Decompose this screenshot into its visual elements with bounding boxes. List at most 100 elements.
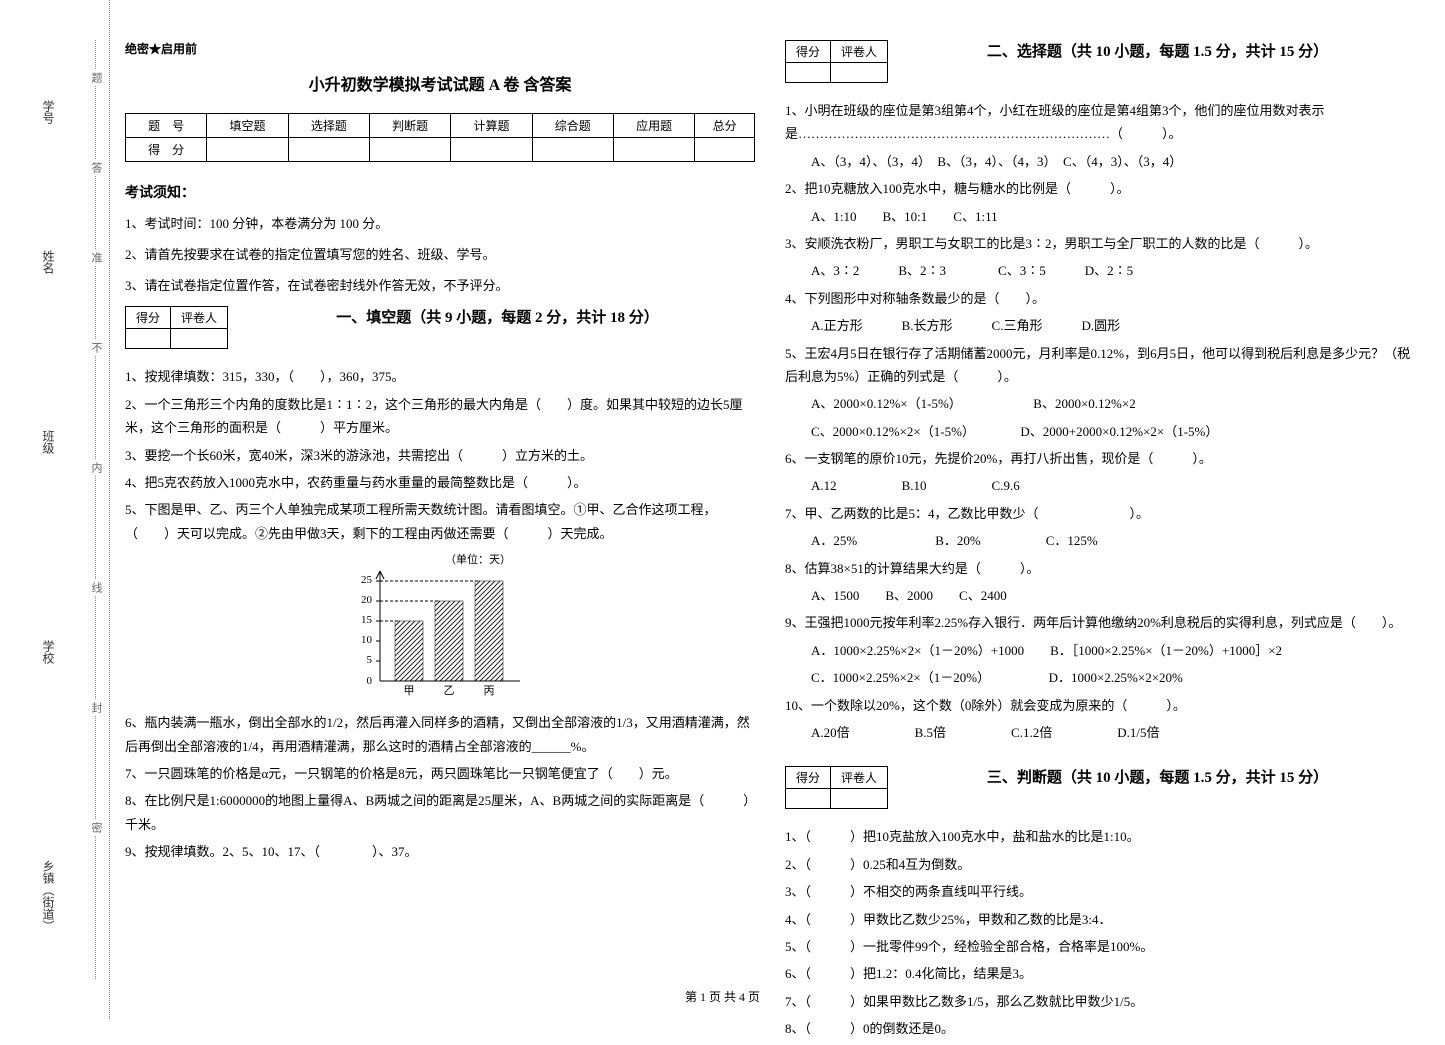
question: 3、（ ）不相交的两条直线叫平行线。 (785, 880, 1415, 903)
cell (695, 138, 755, 162)
svg-text:20: 20 (361, 594, 373, 606)
svg-text:10: 10 (361, 634, 373, 646)
cell (451, 138, 532, 162)
seal-char: 内 (88, 460, 104, 475)
option: A．1000×2.25%×2×（1－20%）+1000 B．［1000×2.25… (785, 639, 1415, 662)
cat-label: 丙 (484, 685, 495, 697)
cat-label: 乙 (444, 684, 455, 697)
question: 3、要挖一个长60米，宽40米，深3米的游泳池，共需挖出（ ）立方米的土。 (125, 444, 755, 467)
question: 4、把5克农药放入1000克水中，农药重量与药水重量的最简整数比是（ ）。 (125, 471, 755, 494)
cell (831, 63, 888, 83)
seal-char: 题 (88, 70, 104, 85)
section2-title: 二、选择题（共 10 小题，每题 1.5 分，共计 15 分） (900, 40, 1415, 61)
option: A.20倍 B.5倍 C.1.2倍 D.1/5倍 (785, 721, 1415, 744)
question: 2、把10克糖放入100克水中，糖与糖水的比例是（ ）。 (785, 177, 1415, 200)
question: 2、（ ）0.25和4互为倒数。 (785, 853, 1415, 876)
question: 1、按规律填数：315，330，（ ），360，375。 (125, 365, 755, 388)
section1-title: 一、填空题（共 9 小题，每题 2 分，共计 18 分） (240, 306, 755, 327)
option: A、3∶2 B、2∶3 C、3∶5 D、2∶5 (785, 259, 1415, 282)
seal-char: 准 (88, 250, 104, 265)
cell (786, 63, 831, 83)
right-column: 得分 评卷人 二、选择题（共 10 小题，每题 1.5 分，共计 15 分） 1… (785, 40, 1415, 1045)
cell (126, 329, 171, 349)
left-column: 绝密★启用前 小升初数学模拟考试试题 A 卷 含答案 题 号 填空题 选择题 判… (125, 40, 755, 1045)
option: A．25% B．20% C．125% (785, 529, 1415, 552)
svg-text:15: 15 (361, 614, 373, 626)
svg-text:0: 0 (367, 675, 373, 687)
svg-text:5: 5 (367, 654, 373, 666)
cell (369, 138, 450, 162)
grader-box: 得分 评卷人 (785, 766, 888, 809)
page-footer: 第 1 页 共 4 页 (0, 988, 1445, 1005)
question: 10、一个数除以20%，这个数（0除外）就会变成为原来的（ ）。 (785, 694, 1415, 717)
notice-item: 1、考试时间：100 分钟，本卷满分为 100 分。 (125, 214, 755, 235)
notice-item: 3、请在试卷指定位置作答，在试卷密封线外作答无效，不予评分。 (125, 276, 755, 297)
question: 1、小明在班级的座位是第3组第4个，小红在班级的座位是第4组第3个，他们的座位用… (785, 99, 1415, 146)
notice-item: 2、请首先按要求在试卷的指定位置填写您的姓名、班级、学号。 (125, 245, 755, 266)
question: 9、王强把1000元按年利率2.25%存入银行．两年后计算他缴纳20%利息税后的… (785, 611, 1415, 634)
option: A、2000×0.12%×（1-5%） B、2000×0.12%×2 (785, 392, 1415, 415)
grader-box: 得分 评卷人 (125, 306, 228, 349)
question: 6、瓶内装满一瓶水，倒出全部水的1/2，然后再灌入同样多的酒精，又倒出全部溶液的… (125, 711, 755, 758)
cell (786, 789, 831, 809)
question: 4、（ ）甲数比乙数少25%，甲数和乙数的比是3:4． (785, 908, 1415, 931)
score-table: 题 号 填空题 选择题 判断题 计算题 综合题 应用题 总分 得 分 (125, 113, 755, 162)
question: 2、一个三角形三个内角的度数比是1∶1∶2，这个三角形的最大内角是（ ）度。如果… (125, 393, 755, 440)
th: 计算题 (451, 114, 532, 138)
table-row: 得 分 (126, 138, 755, 162)
question: 9、按规律填数。2、5、10、17、（ ）、37。 (125, 840, 755, 863)
grader-name-label: 评卷人 (831, 767, 888, 789)
question: 7、甲、乙两数的比是5：4，乙数比甲数少（ ）。 (785, 502, 1415, 525)
question: 8、估算38×51的计算结果大约是（ ）。 (785, 557, 1415, 580)
question: 7、一只圆珠笔的价格是α元，一只钢笔的价格是8元，两只圆珠笔比一只钢笔便宜了（ … (125, 762, 755, 785)
question: 3、安顺洗衣粉厂，男职工与女职工的比是3∶2，男职工与全厂职工的人数的比是（ ）… (785, 232, 1415, 255)
notice-heading: 考试须知： (125, 182, 755, 202)
seal-char: 密 (88, 820, 104, 835)
cell (532, 138, 613, 162)
seal-char: 封 (88, 700, 104, 715)
bar-丙 (475, 581, 503, 681)
question: 8、在比例尺是1:6000000的地图上量得A、B两城之间的距离是25厘米，A、… (125, 789, 755, 836)
question: 5、（ ）一批零件99个，经检验全部合格，合格率是100%。 (785, 935, 1415, 958)
secret-label: 绝密★启用前 (125, 40, 755, 57)
option: C．1000×2.25%×2×（1－20%） D．1000×2.25%×2×20… (785, 666, 1415, 689)
option: A、（3，4）、（3，4） B、（3，4）、（4，3） C、（4，3）、（3，4… (785, 150, 1415, 173)
th: 应用题 (613, 114, 694, 138)
question: 6、（ ）把1.2：0.4化简比，结果是3。 (785, 962, 1415, 985)
question: 5、王宏4月5日在银行存了活期储蓄2000元，月利率是0.12%，到6月5日，他… (785, 342, 1415, 389)
grader-score-label: 得分 (786, 767, 831, 789)
binding-label: 学号 (40, 100, 57, 124)
cell (613, 138, 694, 162)
exam-title: 小升初数学模拟考试试题 A 卷 含答案 (125, 71, 755, 95)
option: C、2000×0.12%×2×（1-5%） D、2000+2000×0.12%×… (785, 420, 1415, 443)
th: 综合题 (532, 114, 613, 138)
grader-score-label: 得分 (786, 41, 831, 63)
grader-box: 得分 评卷人 (785, 40, 888, 83)
chart-y-label: （单位：天） (445, 552, 511, 566)
y-ticks: 0 5 10 15 20 25 (361, 574, 380, 687)
question: 5、下图是甲、乙、丙三个人单独完成某项工程所需天数统计图。请看图填空。①甲、乙合… (125, 498, 755, 545)
option: A.正方形 B.长方形 C.三角形 D.圆形 (785, 314, 1415, 337)
cell (288, 138, 369, 162)
binding-label: 姓名 (40, 250, 57, 274)
question: 6、一支钢笔的原价10元，先提价20%，再打八折出售，现价是（ ）。 (785, 447, 1415, 470)
binding-label: 班级 (40, 430, 57, 454)
th: 填空题 (207, 114, 288, 138)
th: 总分 (695, 114, 755, 138)
question: 1、（ ）把10克盐放入100克水中，盐和盐水的比是1:10。 (785, 825, 1415, 848)
bar-chart: （单位：天） 0 5 10 15 20 25 (340, 551, 540, 701)
option: A、1:10 B、10:1 C、1:11 (785, 205, 1415, 228)
seal-char: 线 (88, 580, 104, 595)
section3-title: 三、判断题（共 10 小题，每题 1.5 分，共计 15 分） (900, 766, 1415, 787)
grader-name-label: 评卷人 (831, 41, 888, 63)
svg-text:25: 25 (361, 574, 373, 586)
cat-label: 甲 (404, 685, 415, 697)
grader-score-label: 得分 (126, 307, 171, 329)
question: 8、（ ）0的倒数还是0。 (785, 1017, 1415, 1040)
dotted-line (95, 40, 96, 979)
th: 判断题 (369, 114, 450, 138)
cell (207, 138, 288, 162)
binding-margin: 乡镇（街道） 学校 班级 姓名 学号 密 封 线 内 不 准 答 题 (0, 0, 110, 1019)
question: 4、下列图形中对称轴条数最少的是（ ）。 (785, 287, 1415, 310)
option: A.12 B.10 C.9.6 (785, 474, 1415, 497)
